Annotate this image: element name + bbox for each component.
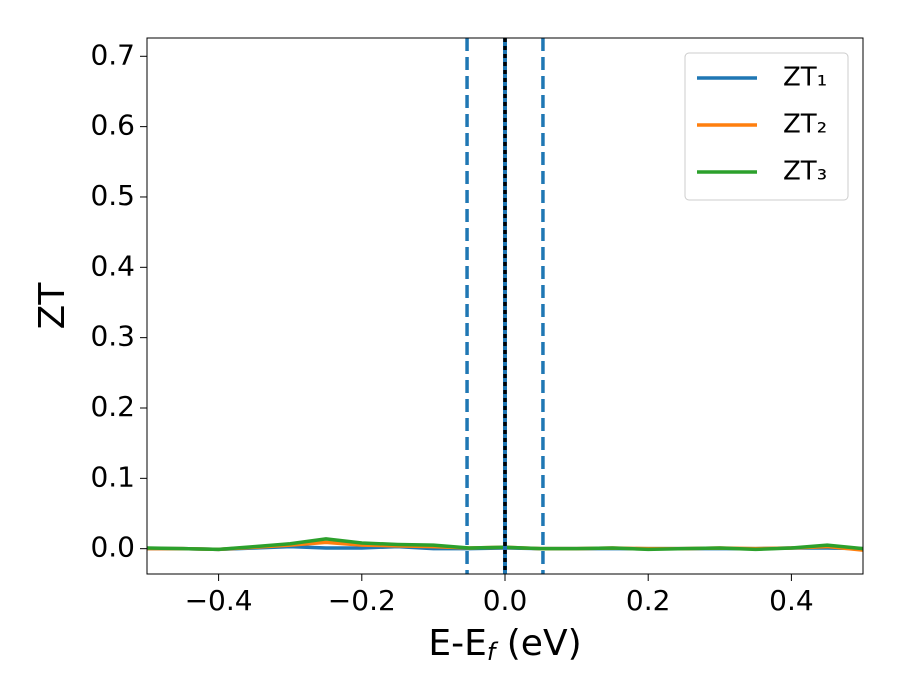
x-label-main: E-E <box>428 623 486 664</box>
x-tick-label: 0.2 <box>626 584 671 617</box>
legend-label: ZT₃ <box>783 157 827 187</box>
x-tick-label: 0.4 <box>769 584 814 617</box>
y-tick-label: 0.6 <box>90 109 135 142</box>
legend-label: ZT₂ <box>783 110 827 140</box>
y-tick-label: 0.2 <box>90 390 135 423</box>
y-tick-label: 0.1 <box>90 460 135 493</box>
x-tick-label: −0.4 <box>185 584 253 617</box>
y-tick-label: 0.5 <box>90 179 135 212</box>
y-axis-label: ZT <box>32 282 73 330</box>
x-axis-label: E-Ef (eV) <box>428 623 581 666</box>
x-tick-label: −0.2 <box>328 584 396 617</box>
y-tick-label: 0.0 <box>90 531 135 564</box>
y-tick-label: 0.7 <box>90 38 135 71</box>
y-tick-label: 0.3 <box>90 320 135 353</box>
legend-label: ZT₁ <box>783 63 827 93</box>
x-tick-label: 0.0 <box>483 584 528 617</box>
legend-box <box>684 52 849 201</box>
axes-frame <box>146 37 864 575</box>
y-tick-label: 0.4 <box>90 249 135 282</box>
x-label-rest: (eV) <box>495 623 581 664</box>
